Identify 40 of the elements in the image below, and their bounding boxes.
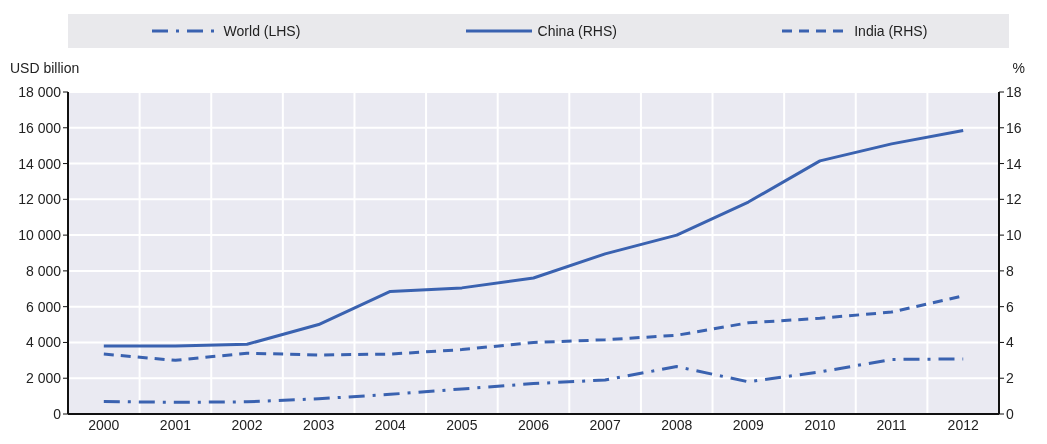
y-tick-label: 12 000 [18,191,62,208]
legend-label: China (RHS) [537,23,617,39]
y2-tick-label: 4 [1006,334,1014,351]
y-tick-label: 0 [53,405,62,422]
y-tick-label: 8 000 [25,262,62,279]
y2-tick-label: 2 [1006,370,1014,387]
x-tick-label: 2006 [517,416,550,433]
y-tick-label: 16 000 [18,119,62,136]
y2-tick-label: 8 [1006,262,1014,279]
x-tick-label: 2012 [947,416,979,433]
y-tick-label: 14 000 [18,155,62,172]
x-tick-label: 2001 [159,416,192,433]
y2-tick-label: 18 [1006,83,1022,100]
y2-tick-label: 16 [1006,119,1022,136]
legend-label: India (RHS) [854,23,928,39]
y2-tick-label: 14 [1006,155,1022,172]
x-tick-label: 2000 [88,416,120,433]
line-series [102,357,965,404]
y2-tick-label: 0 [1006,405,1014,422]
x-tick-label: 2004 [374,416,407,433]
line-series [102,128,965,348]
y2-tick-label: 12 [1006,191,1022,208]
y-axis-title: USD billion [10,60,80,76]
x-tick-label: 2007 [589,416,621,433]
x-tick-label: 2010 [804,416,836,433]
x-tick-label: 2008 [661,416,693,433]
y2-tick-label: 6 [1006,298,1014,315]
y-tick-label: 18 000 [18,83,62,100]
y-tick-label: 6 000 [25,298,62,315]
x-tick-label: 2002 [231,416,263,433]
x-tick-label: 2005 [446,416,478,433]
y-tick-label: 2 000 [25,370,62,387]
x-tick-label: 2011 [876,416,907,433]
y2-tick-label: 10 [1006,227,1022,244]
x-tick-label: 2009 [732,416,765,433]
legend-label: World (LHS) [223,23,301,39]
y-tick-label: 10 000 [18,227,62,244]
y-tick-label: 4 000 [25,334,62,351]
x-tick-label: 2003 [303,416,335,433]
y2-axis-title: % [1012,60,1025,76]
